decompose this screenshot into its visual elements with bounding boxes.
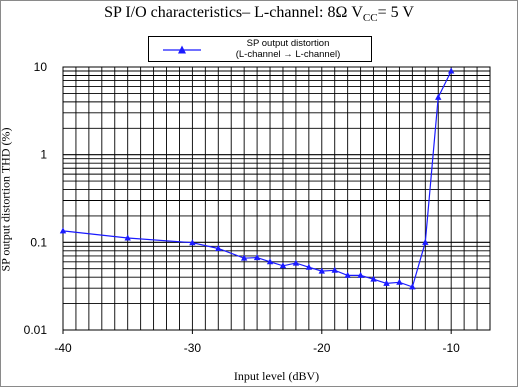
data-point <box>124 234 131 241</box>
x-tick-label: -10 <box>443 341 461 355</box>
title-text: SP I/O characteristics– L-channel: 8Ω V <box>104 4 363 21</box>
data-point <box>370 275 377 282</box>
data-point <box>215 245 222 252</box>
data-point <box>305 263 313 270</box>
data-point <box>292 259 300 266</box>
legend-line-1: SP output distortion <box>246 38 330 49</box>
data-point <box>383 279 390 286</box>
x-tick-label: -20 <box>313 341 331 355</box>
y-tick-label: 0.01 <box>24 323 48 337</box>
y-tick-label: 0.1 <box>30 235 47 249</box>
data-point <box>409 283 416 290</box>
title-subscript: CC <box>362 12 378 25</box>
legend-line-2: (L-channel → L-channel) <box>235 49 341 60</box>
y-tick-label: 10 <box>34 60 48 74</box>
data-point <box>422 238 429 245</box>
data-point <box>240 254 248 261</box>
data-point <box>435 93 442 100</box>
data-point <box>253 254 261 261</box>
x-tick-label: -40 <box>54 341 72 355</box>
data-point <box>344 271 351 278</box>
data-point <box>447 67 455 74</box>
y-tick-label: 1 <box>40 148 47 162</box>
series-layer <box>59 67 455 290</box>
data-point <box>396 278 403 285</box>
data-point <box>357 271 364 278</box>
legend-swatch <box>163 45 201 54</box>
x-axis-label: Input level (dBV) <box>233 369 320 383</box>
data-point <box>318 267 325 274</box>
data-point <box>279 262 287 269</box>
axes: -40 -30 -20 -10 10 1 0.1 0.01 <box>24 60 491 355</box>
data-point <box>189 239 196 246</box>
legend: SP output distortion (L-channel → L-chan… <box>148 36 372 62</box>
data-point <box>331 266 338 273</box>
plot-border <box>62 66 491 331</box>
data-point <box>59 227 67 234</box>
legend-label: SP output distortion (L-channel → L-chan… <box>207 38 369 60</box>
title-tail: = 5 V <box>377 4 414 21</box>
grid <box>62 66 491 331</box>
x-tick-label: -30 <box>184 341 202 355</box>
data-point <box>266 258 274 265</box>
chart-title: SP I/O characteristics– L-channel: 8Ω VC… <box>0 4 518 24</box>
